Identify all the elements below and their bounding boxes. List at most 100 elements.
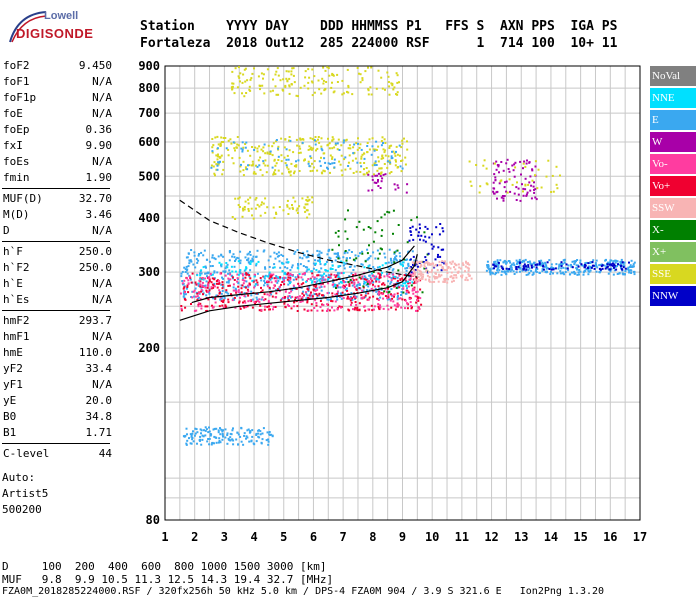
legend-entry-x-: X+ [650,242,696,262]
echo-point-e [399,255,402,258]
echo-point-e [224,291,227,294]
y-tick-label: 300 [138,265,160,279]
echo-point-vo [360,294,363,297]
echo-point-sse [246,79,249,82]
echo-point-sse [299,151,302,154]
echo-point-e [240,440,243,443]
echo-point-x [362,285,365,288]
legend-entry-w: W [650,132,696,152]
echo-point-sse [291,67,294,70]
echo-point-e [582,271,585,274]
echo-point-vo [297,282,300,285]
echo-point-e [329,257,332,260]
echo-point-ssw [411,261,414,264]
param-value: 250.0 [78,261,112,274]
echo-point-sse [272,206,275,209]
echo-point-e [632,265,635,268]
echo-point-vo [186,286,189,288]
echo-point-sse [268,153,271,155]
echo-point-sse [373,173,375,176]
echo-point-nnw [409,258,412,261]
echo-point-e [206,275,208,278]
echo-point-ssw [442,280,445,283]
echo-point-sse [313,91,316,94]
echo-point-x [344,250,347,252]
echo-point-nne [267,275,270,278]
echo-point-e [324,161,327,164]
echo-point-nne [315,269,318,271]
echo-point-sse [215,168,218,171]
echo-point-x [335,287,337,289]
echo-point-nne [311,280,314,283]
echo-point-nne [287,261,290,264]
echo-point-sse [224,137,227,139]
echo-point-e [318,250,321,253]
echo-point-sse [556,187,559,190]
echo-point-e [188,262,191,265]
echo-point-sse [358,72,360,75]
echo-point-e [318,258,321,261]
echo-point-sse [531,179,534,182]
echo-point-nne [249,263,252,265]
echo-point-e [573,263,576,266]
echo-point-e [564,271,567,273]
echo-point-e [631,265,634,268]
echo-point-vo [352,295,355,298]
echo-point-sse [296,207,299,210]
echo-point-sse [274,73,277,76]
echo-point-nnw [415,228,418,231]
echo-point-e [598,271,601,274]
echo-point-nnw [495,265,498,268]
echo-point-sse [273,216,276,219]
echo-point-e [320,289,323,292]
echo-point-e [596,266,599,269]
echo-point-vo [264,298,267,301]
echo-point-w [533,181,535,184]
echo-point-vo [401,298,404,301]
echo-point-e [217,431,220,434]
echo-point-e [397,295,399,297]
echo-point-vo [381,283,383,286]
echo-point-sse [303,158,306,161]
echo-point-e [627,266,630,269]
echo-point-vo [193,309,196,312]
echo-point-vo [298,285,301,287]
echo-point-e [185,427,188,430]
echo-point-e [360,165,363,168]
echo-point-vo [229,278,232,281]
echo-point-e [224,267,227,270]
echo-point-e [620,258,623,261]
echo-point-vo [294,296,297,299]
echo-point-e [599,263,602,266]
echo-point-e [243,292,246,295]
echo-point-sse [281,172,284,175]
echo-point-e [202,254,205,257]
echo-point-vo [408,297,411,300]
echo-point-e [268,433,271,436]
echo-point-sse [229,138,232,141]
param-value: N/A [92,107,112,120]
echo-point-e [491,271,493,274]
echo-point-w [525,193,528,196]
echo-point-nnw [408,239,411,242]
y-tick-label: 400 [138,211,160,225]
echo-point-nne [231,270,234,273]
echo-point-vo [409,277,412,280]
echo-point-e [206,440,209,443]
echo-point-vo [246,305,249,308]
echo-point-sse [242,169,245,172]
echo-point-nnw [608,263,611,266]
echo-point-vo [232,283,235,286]
echo-point-e [202,435,205,438]
echo-point-nne [255,283,258,286]
echo-point-w [517,187,520,190]
echo-point-x [388,290,391,293]
echo-point-vo [214,297,217,300]
echo-point-vo [227,298,230,301]
echo-point-vo [383,283,386,286]
echo-point-vo [386,297,389,300]
echo-point-e [359,252,361,255]
echo-point-vo [406,290,408,293]
echo-point-e [213,270,216,273]
echo-point-sse [239,165,242,168]
